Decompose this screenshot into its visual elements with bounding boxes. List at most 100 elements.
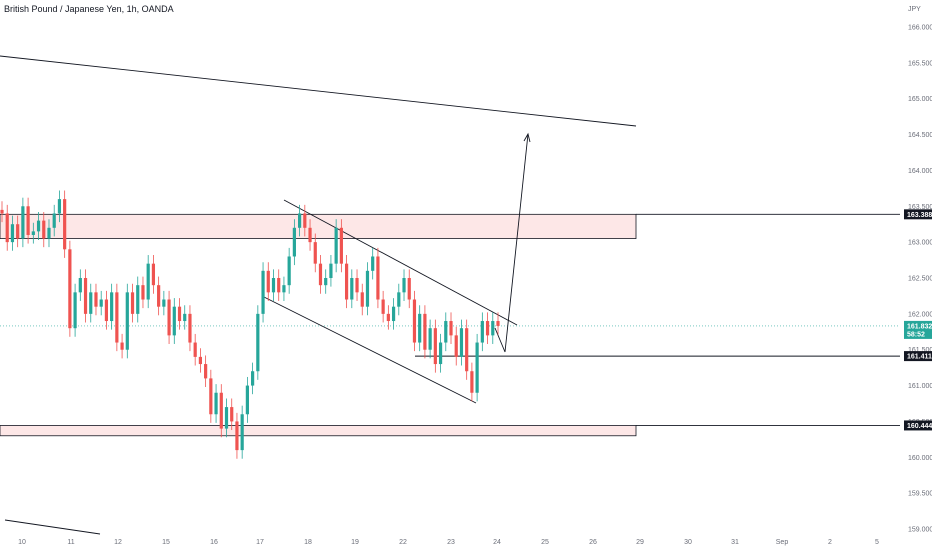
candle-body — [68, 249, 72, 329]
x-tick-label: 17 — [256, 539, 264, 546]
candle-body — [365, 270, 370, 307]
candle-body — [470, 371, 474, 393]
candle-body — [251, 371, 255, 386]
candle-body — [318, 263, 323, 286]
y-tick-label: 159.000 — [908, 527, 932, 534]
candle-body — [308, 227, 312, 243]
drawings-layer — [0, 55, 900, 535]
candle-body — [104, 299, 109, 322]
candle-body — [428, 328, 432, 350]
x-tick-label: 25 — [541, 539, 549, 546]
candle-body — [381, 299, 385, 314]
candle-body — [376, 256, 380, 300]
price-badge — [904, 420, 932, 431]
candle-body — [313, 242, 317, 264]
candle-body — [36, 220, 41, 232]
candle-body — [193, 342, 197, 357]
y-tick-label: 163.500 — [908, 204, 932, 211]
candle-body — [89, 292, 93, 314]
candle-body — [412, 299, 417, 343]
candles-layer — [0, 190, 500, 459]
candle-body — [402, 278, 406, 293]
x-tick-label: 30 — [684, 539, 692, 546]
candle-body — [339, 227, 343, 264]
candle-body — [266, 270, 270, 293]
candle-body — [433, 328, 437, 365]
candle-body — [491, 321, 495, 336]
candle-body — [407, 278, 411, 300]
price-badge-label: 161.832 — [907, 323, 932, 330]
candle-body — [167, 299, 171, 336]
candle-body — [287, 256, 291, 286]
candle-body — [329, 263, 333, 278]
y-tick-label: 162.500 — [908, 276, 932, 283]
candle-body — [465, 328, 469, 372]
candle-body — [444, 321, 448, 343]
x-tick-label: Sep — [776, 539, 789, 546]
y-tick-label: 161.500 — [908, 347, 932, 354]
channel-lower-line — [261, 295, 477, 404]
candle-body — [235, 421, 239, 451]
candle-body — [78, 278, 82, 293]
candle-body — [256, 313, 260, 372]
price-badge — [904, 320, 932, 339]
x-tick-label: 22 — [399, 539, 407, 546]
candle-body — [110, 292, 114, 322]
candle-body — [0, 209, 4, 214]
candle-body — [480, 321, 484, 343]
candle-body — [418, 313, 422, 343]
candle-body — [230, 407, 234, 422]
candle-body — [219, 392, 223, 429]
price-badge-label: 163.388 — [907, 212, 932, 219]
chart-title: British Pound / Japanese Yen, 1h, OANDA — [4, 4, 174, 14]
channel-upper-line — [283, 199, 518, 326]
zone-support — [0, 425, 637, 437]
arrow-head — [523, 132, 531, 143]
candle-body — [350, 278, 354, 300]
price-badge-countdown: 58:52 — [907, 331, 925, 338]
candle-body — [344, 263, 349, 300]
x-tick-label: 10 — [18, 539, 26, 546]
candle-body — [282, 285, 286, 293]
candle-body — [475, 342, 479, 393]
candle-body — [391, 306, 396, 322]
currency-label: JPY — [908, 6, 921, 13]
candle-body — [324, 278, 328, 286]
price-badge-label: 161.411 — [907, 354, 932, 361]
candle-body — [204, 364, 208, 379]
candle-body — [496, 321, 500, 326]
candle-body — [334, 227, 338, 264]
price-badge-label: 160.444 — [907, 423, 932, 430]
lower-trend-line — [4, 519, 101, 535]
candle-body — [26, 206, 30, 235]
candle-body — [151, 263, 156, 286]
y-tick-label: 161.000 — [908, 383, 932, 390]
candle-body — [292, 227, 296, 257]
x-tick-label: 31 — [731, 539, 739, 546]
candle-body — [73, 292, 77, 329]
x-tick-label: 29 — [636, 539, 644, 546]
candle-body — [355, 278, 359, 293]
candle-body — [261, 270, 265, 314]
candle-body — [172, 306, 176, 336]
candle-body — [214, 392, 218, 415]
candle-body — [198, 356, 202, 365]
projection-arrow-path — [494, 133, 529, 353]
price-badge — [904, 351, 932, 362]
y-tick-label: 163.000 — [908, 240, 932, 247]
candle-body — [136, 285, 140, 314]
candle-body — [371, 256, 375, 271]
price-badge — [904, 209, 932, 220]
candle-body — [42, 220, 46, 239]
candle-body — [423, 313, 427, 350]
candle-body — [397, 292, 401, 307]
candle-body — [125, 292, 129, 350]
x-tick-label: 26 — [589, 539, 597, 546]
x-tick-label: 5 — [875, 539, 879, 546]
candle-body — [120, 342, 124, 350]
candle-body — [209, 378, 213, 415]
x-tick-label: 23 — [447, 539, 455, 546]
x-tick-label: 16 — [210, 539, 218, 546]
candle-body — [360, 292, 364, 307]
